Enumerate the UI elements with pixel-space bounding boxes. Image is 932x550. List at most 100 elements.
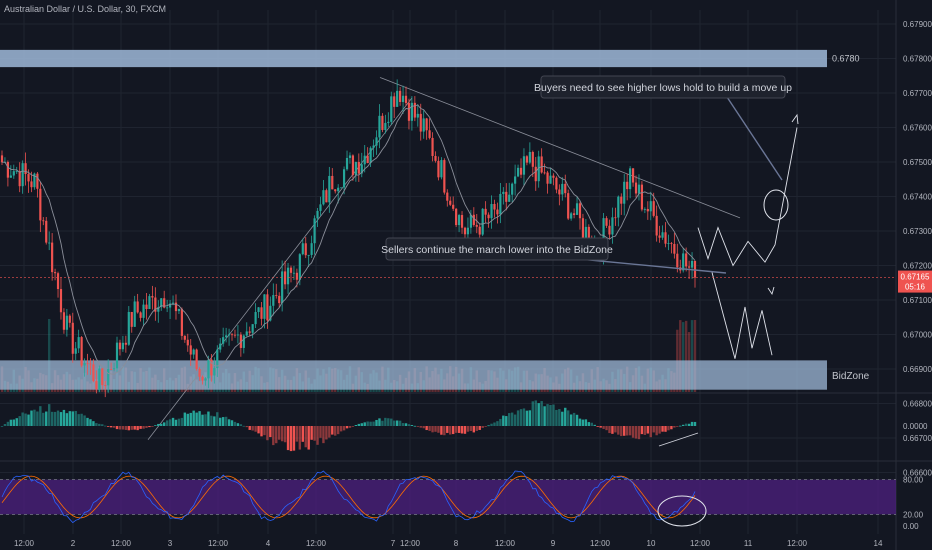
date-tick-label: 3 xyxy=(168,539,173,548)
macd-bar xyxy=(693,421,697,426)
macd-bar xyxy=(121,426,125,430)
macd-bar xyxy=(684,423,688,426)
candle-body xyxy=(620,196,623,204)
candle-body xyxy=(584,226,587,239)
macd-bar xyxy=(3,423,7,426)
macd-bar xyxy=(39,406,42,426)
candle-body xyxy=(357,161,360,174)
candle-body xyxy=(151,296,154,298)
macd-bar xyxy=(12,419,15,426)
price-tick-label: 0.67400 xyxy=(903,193,932,202)
candle-body xyxy=(519,167,523,175)
candle-body xyxy=(325,190,328,203)
macd-bar xyxy=(670,426,673,430)
candle-body xyxy=(68,315,71,323)
macd-bar xyxy=(286,426,290,451)
candle-body xyxy=(319,204,322,211)
macd-bar xyxy=(239,424,243,426)
macd-bar xyxy=(493,422,496,426)
price-tick-label: 0.67900 xyxy=(903,20,932,29)
price-tick-label: 0.67600 xyxy=(903,124,932,133)
candle-body xyxy=(222,337,225,344)
macd-bar xyxy=(572,412,576,426)
macd-bar xyxy=(549,404,552,426)
candle-body xyxy=(528,151,531,163)
date-tick-label: 7 xyxy=(391,539,396,548)
candle-body xyxy=(688,266,691,268)
candle-body xyxy=(286,267,290,285)
macd-bar xyxy=(555,409,558,426)
macd-bar xyxy=(510,412,514,426)
macd-bar xyxy=(227,419,231,426)
macd-histogram xyxy=(0,400,699,452)
macd-bar xyxy=(590,422,593,426)
date-tick-label: 12:00 xyxy=(590,539,611,548)
macd-bar xyxy=(578,418,582,426)
candle-body xyxy=(316,210,319,219)
macd-bar xyxy=(224,416,228,426)
candle-body xyxy=(502,191,505,194)
candle-body xyxy=(292,272,296,274)
macd-bar xyxy=(363,422,366,426)
sellers-note-text: Sellers continue the march lower into th… xyxy=(381,244,613,256)
macd-divergence-line xyxy=(658,432,699,447)
moving-average xyxy=(1,104,696,375)
macd-bar xyxy=(104,425,107,427)
macd-bar xyxy=(331,426,334,435)
macd-bar xyxy=(275,426,278,444)
macd-bar xyxy=(667,426,670,431)
stochastic-panel xyxy=(0,470,896,527)
candle-body xyxy=(227,334,231,336)
macd-bar xyxy=(50,411,54,426)
macd-bar xyxy=(351,426,355,427)
macd-bar xyxy=(502,415,505,426)
candle-body xyxy=(437,160,440,178)
macd-bar xyxy=(661,426,664,432)
macd-bar xyxy=(133,426,136,430)
candle-body xyxy=(313,218,316,244)
macd-bar xyxy=(643,426,647,435)
macd-bar xyxy=(142,426,145,429)
price-tick-label: 0.66600 xyxy=(903,469,932,478)
macd-bar xyxy=(127,426,131,431)
candle-body xyxy=(166,307,169,309)
candle-body xyxy=(322,190,325,205)
macd-bar xyxy=(587,422,591,426)
candle-body xyxy=(455,208,458,226)
macd-bar xyxy=(443,426,446,436)
macd-bar xyxy=(375,419,378,426)
candle-body xyxy=(546,172,549,184)
price-tick-label: 0.66900 xyxy=(903,365,932,374)
macd-bar xyxy=(145,426,148,428)
candle-body xyxy=(24,163,27,175)
candle-body xyxy=(452,204,455,209)
date-tick-label: 12:00 xyxy=(14,539,35,548)
macd-bar xyxy=(428,426,431,431)
candle-body xyxy=(230,334,234,336)
candle-body xyxy=(581,218,585,239)
candle-body xyxy=(525,156,529,163)
macd-bar xyxy=(278,426,281,440)
candle-body xyxy=(655,215,658,236)
candle-body xyxy=(337,187,340,192)
macd-bar xyxy=(118,426,122,430)
stochastic-d-line xyxy=(1,475,696,519)
date-tick-label: 12:00 xyxy=(111,539,132,548)
candle-body xyxy=(575,203,579,215)
candle-body xyxy=(195,349,198,369)
macd-bar xyxy=(676,426,679,427)
macd-bar xyxy=(65,413,69,426)
candle-body xyxy=(399,90,402,102)
candle-body xyxy=(384,122,387,130)
candle-body xyxy=(505,191,508,202)
candle-body xyxy=(676,253,679,268)
macd-bar xyxy=(649,426,652,438)
candle-body xyxy=(410,102,414,121)
macd-bar xyxy=(449,426,452,435)
candle-body xyxy=(59,289,63,313)
macd-bar xyxy=(154,425,157,426)
macd-bar xyxy=(45,411,48,426)
macd-bar xyxy=(658,426,661,434)
macd-bar xyxy=(531,401,535,426)
